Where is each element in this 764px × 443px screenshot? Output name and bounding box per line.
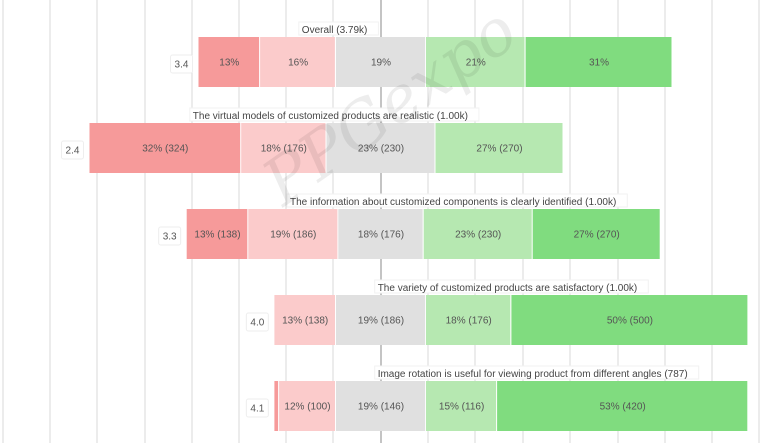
likert-row: 13% 16% 19% 21% 31% 3.4 Overall (3.79k) [170,21,672,87]
score-box [158,226,182,246]
row-title-box [298,21,379,36]
bar-segment-disagree[interactable] [279,381,335,431]
segment-label: 12% (100) [284,402,330,413]
row-title: The information about customized compone… [290,197,616,208]
bar-segment-neutral[interactable] [336,37,426,87]
bar-segment-strongly-disagree[interactable] [274,381,279,431]
segment-label: 13% (138) [194,230,240,241]
score-value: 3.4 [175,60,189,71]
bar-segment-strongly-agree[interactable] [525,37,672,87]
bar-segment-strongly-agree[interactable] [532,209,660,259]
row-title: Image rotation is useful for viewing pro… [378,369,688,380]
segment-label: 13% [219,58,239,69]
bar-segment-agree[interactable] [426,381,497,431]
score-value: 4.1 [250,404,264,415]
bar-segment-strongly-disagree[interactable] [186,209,248,259]
segment-label: 19% (146) [358,402,404,413]
likert-row: 12% (100) 19% (146) 15% (116) 53% (420) 4.1 I… [245,365,748,431]
score-value: 2.4 [66,146,80,157]
bar-segment-strongly-disagree[interactable] [198,37,260,87]
segment-label: 53% (420) [600,402,646,413]
row-title: The virtual models of customized product… [193,111,468,122]
segment-label: 19% (186) [358,316,404,327]
chart-rows: 13% 16% 19% 21% 31% 3.4 Overall (3.79k) 32% (32… [60,21,748,431]
segment-label: 23% (230) [358,144,404,155]
score-box [170,54,194,74]
row-title-box [189,107,480,122]
segment-label: 50% (500) [607,316,653,327]
segment-label: 19% [371,58,391,69]
segment-label: 19% (186) [270,230,316,241]
score-box [60,140,84,160]
segment-label: 18% (176) [261,144,307,155]
row-title: The variety of customized products are s… [378,283,638,294]
segment-label: 27% (270) [476,144,522,155]
bar-segment-disagree[interactable] [248,209,338,259]
bar-segment-strongly-disagree[interactable] [89,123,241,173]
segment-label: 31% [589,58,609,69]
row-title: Overall (3.79k) [302,25,368,36]
segment-label: 21% [466,58,486,69]
score-box [245,398,269,418]
segment-label: 32% (324) [142,144,188,155]
score-value: 4.0 [250,318,264,329]
score-box [245,312,269,332]
segment-label: 18% (176) [358,230,404,241]
row-title-box [286,193,628,208]
segment-label: 18% (176) [446,316,492,327]
likert-row: 13% (138) 19% (186) 18% (176) 50% (500) 4.0 T… [245,279,748,345]
bar-segment-neutral[interactable] [326,123,435,173]
bar-segment-disagree[interactable] [241,123,326,173]
segment-label: 15% (116) [439,402,484,413]
likert-row: 13% (138) 19% (186) 18% (176) 23% (230) 27% … [158,193,660,259]
segment-label: 13% (138) [282,316,328,327]
bar-segment-agree[interactable] [426,295,511,345]
bar-segment-agree[interactable] [435,123,563,173]
bar-segment-strongly-agree[interactable] [511,295,748,345]
bar-segment-neutral[interactable] [336,295,426,345]
bar-segment-disagree[interactable] [260,37,335,87]
bar-segment-neutral[interactable] [338,209,423,259]
bar-segment-disagree[interactable] [274,295,335,345]
row-title-box [374,365,700,380]
segment-label: 16% [288,58,308,69]
segment-label: 27% (270) [574,230,620,241]
row-title-box [374,279,649,294]
likert-row: 32% (324) 18% (176) 23% (230) 27% (270) 2.4 T… [60,107,563,173]
bar-segment-neutral[interactable] [336,381,426,431]
bar-segment-agree[interactable] [423,209,532,259]
score-value: 3.3 [163,232,177,243]
segment-label: 23% (230) [455,230,501,241]
bar-segment-strongly-agree[interactable] [497,381,748,431]
bar-segment-agree[interactable] [426,37,525,87]
